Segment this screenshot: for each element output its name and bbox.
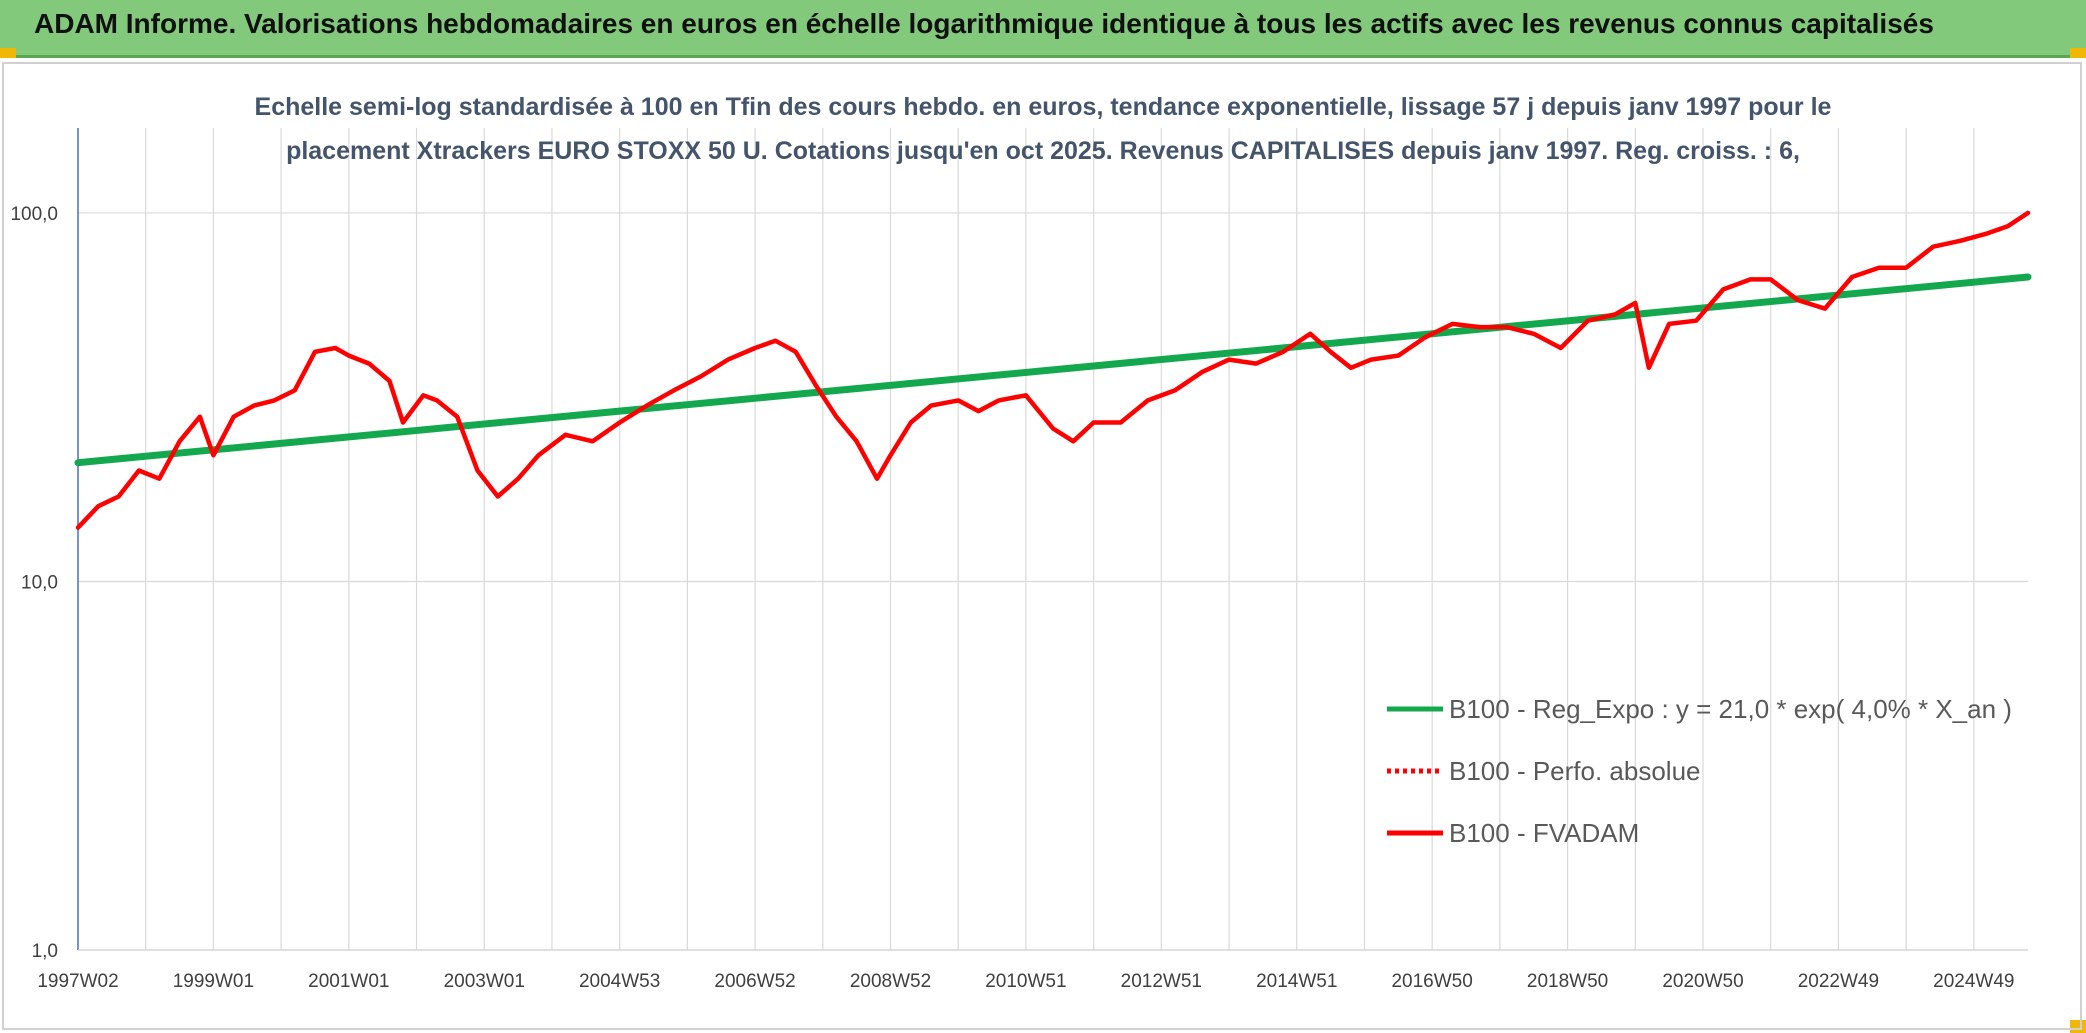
y-tick-label: 100,0: [10, 204, 58, 225]
x-tick-label: 2018W50: [1527, 971, 1608, 992]
chart-subtitle-line-1: Echelle semi-log standardisée à 100 en T…: [255, 93, 1832, 121]
chart-subtitle-line-2: placement Xtrackers EURO STOXX 50 U. Cot…: [286, 137, 1800, 165]
grid-layer: [78, 128, 2028, 951]
corner-accent-left: [0, 48, 16, 58]
report-banner: ADAM Informe. Valorisations hebdomadaire…: [0, 0, 2086, 58]
x-tick-label: 2001W01: [308, 971, 389, 992]
x-tick-label: 2006W52: [714, 971, 795, 992]
x-tick-label: 2012W51: [1121, 971, 1202, 992]
chart-frame: [2, 62, 2082, 1030]
x-tick-label: 2008W52: [850, 971, 931, 992]
y-tick-label: 10,0: [21, 572, 58, 593]
x-tick-label: 2016W50: [1391, 971, 1472, 992]
x-tick-label: 2010W51: [985, 971, 1066, 992]
series-layer: [74, 210, 2032, 530]
x-tick-label: 2004W53: [579, 971, 660, 992]
corner-accent-right: [2070, 48, 2086, 58]
legend-label-1: B100 - Reg_Expo : y = 21,0 * exp( 4,0% *…: [1449, 694, 2012, 724]
legend-label-2: B100 - Perfo. absolue: [1449, 756, 1701, 786]
x-tick-label: 1999W01: [173, 971, 254, 992]
series-line-1: [74, 273, 2032, 467]
x-tick-label: 2024W49: [1933, 971, 2014, 992]
series-line-3: [75, 210, 2031, 530]
legend: B100 - Reg_Expo : y = 21,0 * exp( 4,0% *…: [1387, 694, 2012, 848]
axis-layer: 1,0 10,0 100,0 1997W02 1999W01 2001W01 2003W01…: [10, 128, 2028, 992]
x-tick-label: 2003W01: [444, 971, 525, 992]
report-title: ADAM Informe. Valorisations hebdomadaire…: [34, 8, 1934, 39]
x-tick-label: 2014W51: [1256, 971, 1337, 992]
x-tick-label: 2020W50: [1662, 971, 1743, 992]
legend-label-3: B100 - FVADAM: [1449, 818, 1639, 848]
x-tick-label: 1997W02: [37, 971, 118, 992]
x-tick-label: 2022W49: [1798, 971, 1879, 992]
y-tick-label: 1,0: [32, 941, 58, 962]
